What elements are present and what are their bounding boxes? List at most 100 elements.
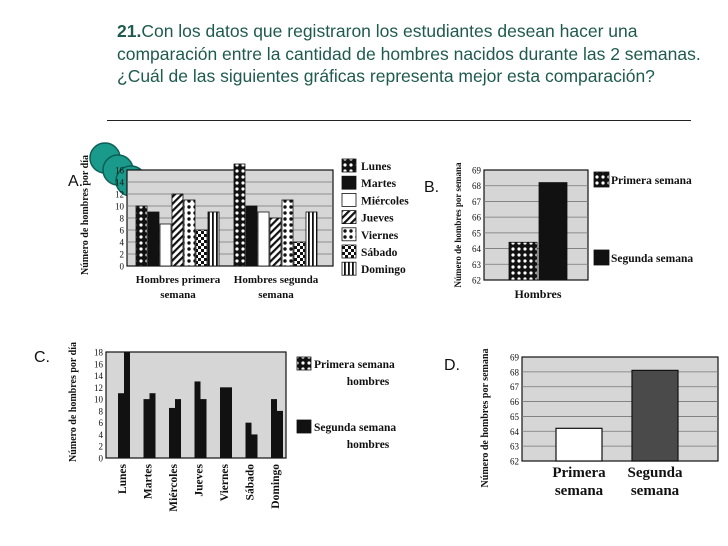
bar-miércoles	[159, 223, 172, 267]
legend-swatch	[296, 419, 312, 434]
bar-primera-semana	[508, 241, 538, 281]
legend-label: Sábado	[361, 247, 398, 259]
y-tick-label: 67	[472, 197, 482, 207]
y-tick-label: 14	[115, 178, 125, 188]
y-tick-label: 12	[115, 190, 124, 200]
y-tick-label: 67	[510, 382, 520, 392]
x-tick-label: Martes	[143, 463, 155, 499]
y-tick-label: 6	[99, 418, 104, 428]
legend-label: Segunda semana	[611, 253, 693, 265]
x-tick-label: semana	[160, 289, 196, 301]
y-tick-label: 2	[120, 250, 125, 260]
x-tick-label: Primera	[552, 465, 606, 481]
bar-lunes-s1	[118, 393, 124, 458]
x-tick-label: Segunda	[627, 465, 683, 481]
x-tick-label: Sábado	[245, 464, 257, 501]
legend-label: Lunes	[361, 161, 392, 173]
y-axis-label: Número de hombres por día	[80, 155, 91, 275]
question-text: 21.Con los datos que registraron los est…	[117, 20, 707, 88]
y-tick-label: 69	[510, 353, 520, 363]
chart-c: C. Número de hombres por día 0 2 4 6 810 12 14 16…	[34, 342, 396, 512]
y-tick-label: 68	[510, 367, 520, 377]
x-tick-label: Lunes	[117, 463, 129, 494]
question-body: Con los datos que registraron los estudi…	[117, 21, 701, 86]
y-tick-label: 69	[472, 166, 482, 176]
y-tick-label: 65	[510, 412, 520, 422]
y-axis-label: Número de hombres por semana	[480, 349, 491, 488]
legend-swatch	[341, 244, 357, 259]
legend-label: Miércoles	[361, 195, 409, 207]
legend-swatch	[341, 175, 357, 190]
legend-swatch	[593, 249, 610, 266]
bar-lunes-s2	[124, 352, 130, 458]
y-axis-label: Número de hombres por día	[68, 342, 79, 462]
bar-domingo-s2	[277, 410, 283, 458]
x-tick-label: semana	[555, 483, 604, 499]
y-tick-label: 63	[510, 442, 520, 452]
y-tick-label: 10	[115, 202, 125, 212]
legend-label: Primera semana	[314, 359, 395, 371]
x-tick-label: semana	[631, 483, 680, 499]
y-tick-label: 64	[510, 427, 520, 437]
bar-martes-s2	[149, 393, 156, 458]
question-number: 21.	[117, 21, 142, 41]
bar-viernes-s2	[226, 387, 232, 458]
x-tick-label: semana	[258, 289, 294, 301]
bar-domingo	[305, 211, 318, 267]
bar-lunes	[135, 205, 148, 267]
bar-miércoles-s2	[175, 399, 181, 458]
bar-sábado-s1	[245, 422, 252, 458]
legend-label: Segunda semana	[314, 422, 396, 434]
y-tick-label: 2	[99, 442, 104, 452]
y-tick-label: 18	[94, 348, 104, 358]
plot-area	[521, 356, 719, 462]
y-tick-label: 64	[472, 244, 482, 254]
bar-viernes	[183, 199, 196, 267]
y-tick-label: 0	[120, 262, 125, 272]
legend-label: hombres	[347, 439, 390, 451]
y-axis-label: Número de hombres por semana	[453, 162, 463, 288]
legend-swatch	[341, 158, 357, 173]
y-tick-label: 68	[472, 181, 482, 191]
chart-d: D. Número de hombres por semana 62 63 64 65 66…	[444, 349, 719, 499]
bar-segunda-semana	[538, 182, 568, 281]
y-tick-label: 12	[94, 383, 103, 393]
y-tick-label: 6	[120, 226, 125, 236]
legend-label: Jueves	[361, 213, 394, 225]
y-tick-label: 4	[99, 430, 104, 440]
chart-b: B. Número de hombres por semana 62 63 64 65 66…	[424, 162, 693, 301]
bar-lunes	[233, 163, 246, 267]
legend-label: Primera semana	[611, 175, 692, 187]
bar-miércoles	[257, 211, 270, 267]
bar-viernes	[281, 199, 294, 267]
x-tick-label: Hombres segunda	[234, 274, 319, 286]
y-tick-label: 62	[472, 276, 481, 286]
legend-swatch	[341, 227, 357, 242]
legend-swatch	[341, 210, 357, 225]
bar-martes	[245, 205, 258, 267]
x-tick-label: Miércoles	[168, 463, 180, 511]
bar-jueves-s2	[200, 399, 207, 458]
bar-segunda-semana	[631, 369, 679, 462]
bar-jueves	[171, 193, 184, 267]
y-tick-label: 14	[94, 371, 104, 381]
option-label: B.	[424, 179, 439, 196]
x-tick-label: Hombres primera	[136, 274, 221, 286]
x-tick-label: Jueves	[194, 463, 206, 496]
y-tick-label: 16	[115, 166, 125, 176]
y-tick-label: 65	[472, 228, 482, 238]
x-tick-label: Domingo	[270, 464, 282, 509]
y-tick-label: 66	[510, 397, 520, 407]
chart-a: A.Número de hombres por día 0 2 4 6 8 10 12 14 16…	[68, 155, 409, 301]
bar-sábado-s2	[251, 434, 258, 458]
y-tick-label: 8	[99, 406, 104, 416]
bar-domingo	[207, 211, 220, 267]
y-tick-label: 16	[94, 359, 104, 369]
bar-sábado	[293, 241, 306, 267]
y-tick-label: 62	[510, 457, 519, 467]
legend-swatch	[593, 171, 610, 188]
y-tick-label: 63	[472, 260, 482, 270]
legend-label: Martes	[361, 178, 397, 190]
legend-swatch	[296, 356, 312, 371]
bar-miércoles-s1	[169, 407, 175, 458]
